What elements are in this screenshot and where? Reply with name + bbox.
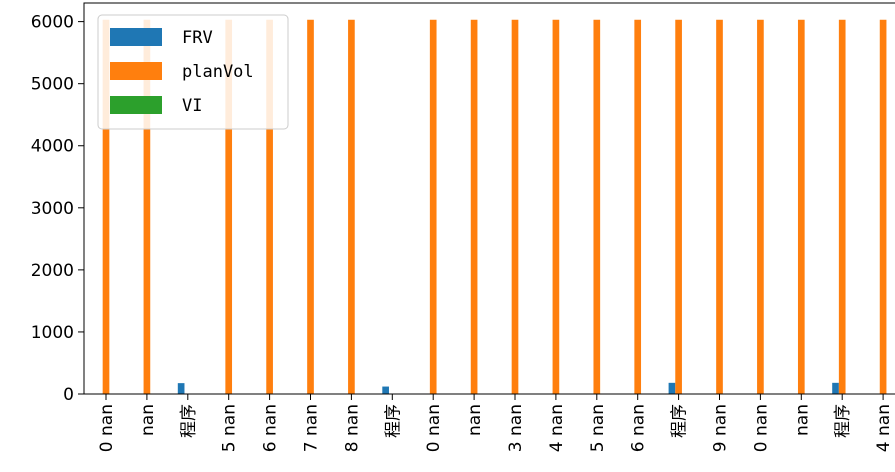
ytick-label: 4000 bbox=[31, 137, 74, 157]
bar-planVol-4 bbox=[266, 19, 273, 394]
legend-swatch-VI bbox=[110, 96, 162, 114]
y-axis: 0 1000 2000 3000 4000 5000 6000 bbox=[31, 13, 84, 405]
xtick-label: 6 nan bbox=[261, 404, 281, 452]
bar-planVol-11 bbox=[552, 19, 560, 394]
xtick-label: 4 nan bbox=[874, 404, 894, 452]
xtick-label: 6 nan bbox=[629, 404, 649, 452]
ytick-label: 1000 bbox=[31, 323, 74, 343]
ytick-label: 2000 bbox=[31, 261, 74, 281]
ytick-label: 3000 bbox=[31, 199, 74, 219]
xtick-label: nan bbox=[792, 404, 812, 436]
bar-planVol-5 bbox=[307, 19, 314, 394]
bars-group bbox=[102, 19, 887, 394]
xtick-label: 程序 bbox=[179, 404, 199, 438]
xtick-label: 0 nan bbox=[424, 404, 444, 452]
xtick-label: 0 nan bbox=[751, 404, 771, 452]
bar-planVol-3 bbox=[225, 19, 233, 394]
bar-planVol-12 bbox=[593, 19, 601, 394]
xtick-label: 0 nan bbox=[97, 404, 117, 452]
bar-planVol-19 bbox=[879, 19, 887, 394]
bar-planVol-0 bbox=[102, 19, 110, 394]
xtick-label: 程序 bbox=[383, 404, 403, 438]
xtick-label: nan bbox=[465, 404, 485, 436]
xtick-label: 9 nan bbox=[711, 404, 731, 452]
legend: FRV planVol VI bbox=[97, 14, 289, 130]
xtick-label: 8 nan bbox=[342, 404, 362, 452]
xtick-label: 4 nan bbox=[547, 404, 567, 452]
legend-label-FRV: FRV bbox=[182, 28, 213, 48]
bar-planVol-9 bbox=[470, 19, 478, 394]
ytick-label: 6000 bbox=[31, 13, 74, 33]
bar-FRV-18 bbox=[832, 382, 839, 394]
bar-FRV-7 bbox=[382, 386, 389, 394]
legend-label-planVol: planVol bbox=[182, 62, 254, 82]
bar-planVol-18 bbox=[838, 19, 846, 394]
bar-FRV-14 bbox=[668, 382, 676, 394]
bar-planVol-8 bbox=[429, 19, 437, 394]
bar-planVol-16 bbox=[757, 19, 764, 394]
xtick-label: 7 nan bbox=[302, 404, 322, 452]
ytick-label: 5000 bbox=[31, 75, 74, 95]
plot-frame bbox=[83, 2, 895, 395]
ytick-label: 0 bbox=[63, 385, 74, 405]
bar-planVol-14 bbox=[675, 19, 682, 394]
xtick-label: nan bbox=[138, 404, 158, 436]
legend-label-VI: VI bbox=[182, 96, 202, 116]
bar-planVol-13 bbox=[634, 19, 642, 394]
x-axis: 0 nan nan 程序 5 nan 6 nan 7 nan 8 nan 程序 0 nan nan… bbox=[97, 394, 894, 452]
bar-planVol-15 bbox=[716, 19, 723, 394]
bar-planVol-17 bbox=[797, 19, 805, 394]
xtick-label: 5 nan bbox=[220, 404, 240, 452]
bar-planVol-10 bbox=[511, 19, 519, 394]
xtick-label: 程序 bbox=[670, 404, 690, 438]
xtick-label: 程序 bbox=[833, 404, 853, 438]
bar-FRV-2 bbox=[177, 383, 185, 394]
legend-swatch-planVol bbox=[110, 62, 162, 80]
bar-planVol-1 bbox=[143, 19, 151, 394]
legend-swatch-FRV bbox=[110, 28, 162, 46]
bar-planVol-6 bbox=[348, 19, 355, 394]
xtick-label: 3 nan bbox=[506, 404, 526, 452]
xtick-label: 5 nan bbox=[588, 404, 608, 452]
